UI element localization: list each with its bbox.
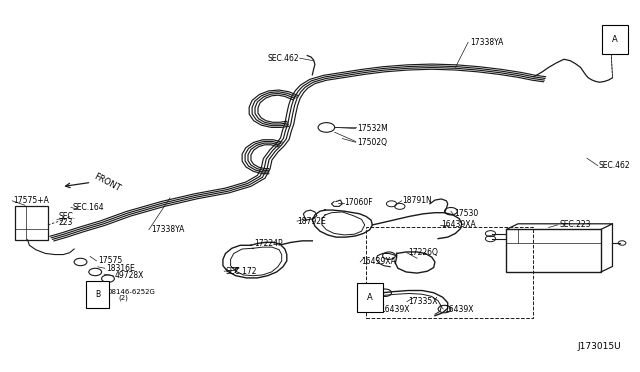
Text: 16439X: 16439X	[381, 305, 410, 314]
Text: 223: 223	[58, 218, 72, 227]
Text: 17060F: 17060F	[344, 198, 373, 207]
Text: 18791N: 18791N	[402, 196, 431, 205]
Text: 17338YA: 17338YA	[470, 38, 504, 47]
Bar	[366, 227, 533, 318]
Text: A: A	[367, 294, 372, 302]
Text: 18792E: 18792E	[298, 217, 326, 226]
Text: 16439XA: 16439XA	[442, 221, 476, 230]
Text: 17532M: 17532M	[357, 124, 388, 133]
Text: B: B	[95, 290, 100, 299]
Text: 17502Q: 17502Q	[357, 138, 387, 147]
Bar	[15, 206, 48, 240]
Text: 08146-6252G: 08146-6252G	[108, 289, 156, 295]
Text: 17338YA: 17338YA	[151, 225, 184, 234]
Text: 18316E: 18316E	[106, 264, 135, 273]
Text: FRONT: FRONT	[92, 172, 122, 194]
Text: J173015U: J173015U	[578, 341, 621, 350]
Text: 17575+A: 17575+A	[13, 196, 49, 205]
Text: SEC.462: SEC.462	[268, 54, 300, 62]
Text: (2): (2)	[119, 295, 129, 301]
Text: 17530: 17530	[454, 209, 478, 218]
Text: SEC.: SEC.	[58, 212, 76, 221]
Text: 16439X: 16439X	[445, 305, 474, 314]
Text: A: A	[612, 35, 618, 44]
Text: SEC.223: SEC.223	[559, 221, 591, 230]
Text: 17575: 17575	[98, 256, 122, 265]
Text: 16439XA: 16439XA	[362, 257, 396, 266]
Text: SEC.164: SEC.164	[72, 203, 104, 212]
Text: SEC.172: SEC.172	[225, 267, 257, 276]
Text: 17335X: 17335X	[408, 297, 438, 306]
Text: 17226Q: 17226Q	[408, 248, 438, 257]
Text: 49728X: 49728X	[115, 271, 144, 280]
Text: SEC.462: SEC.462	[598, 161, 630, 170]
Text: 17224P: 17224P	[254, 239, 283, 248]
Bar	[506, 230, 601, 272]
